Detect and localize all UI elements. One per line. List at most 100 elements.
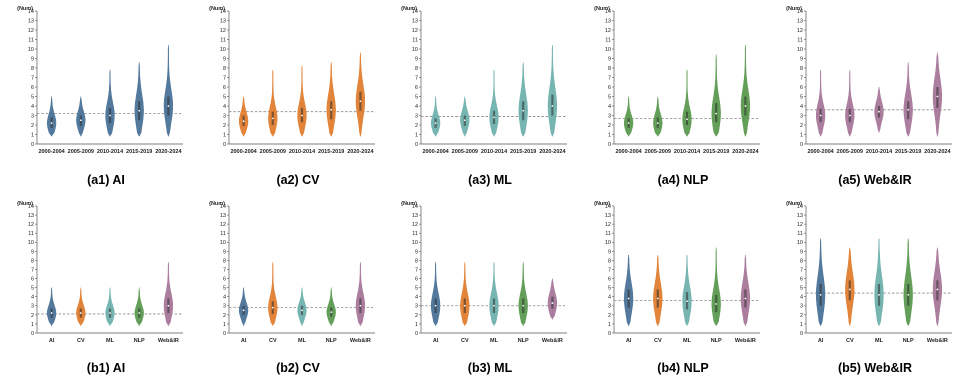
x-tick-label: AI: [626, 338, 632, 344]
y-unit-label: (Num): [401, 6, 417, 12]
y-tick-label: 11: [28, 231, 34, 237]
y-tick-label: 9: [800, 56, 803, 62]
panel-caption: (b5) Web&IR: [838, 361, 912, 375]
y-tick-label: 14: [28, 9, 34, 15]
violin-b5-3: [874, 238, 884, 327]
violin-median-dot: [493, 116, 495, 119]
y-tick-label: 7: [223, 75, 226, 81]
y-tick-label: 1: [608, 322, 611, 328]
violin-median-dot: [493, 304, 495, 307]
y-tick-label: 7: [415, 75, 418, 81]
violin-box: [936, 87, 939, 108]
violin-median-dot: [271, 306, 274, 309]
y-tick-label: 5: [608, 94, 611, 100]
violin-median-dot: [522, 109, 525, 112]
y-tick-label: 2: [31, 313, 34, 319]
y-tick-label: 10: [28, 240, 34, 246]
y-tick-label: 2: [415, 123, 418, 129]
violin-median-dot: [434, 122, 437, 124]
y-tick-label: 8: [800, 258, 803, 264]
x-tick-label: 2000-2004: [615, 149, 642, 155]
y-tick-label: 9: [223, 56, 226, 62]
violin-median-dot: [936, 288, 939, 291]
x-tick-label: 2020-2024: [732, 149, 759, 155]
x-tick-label: 2015-2019: [895, 149, 921, 155]
y-tick-label: 5: [800, 286, 803, 292]
violin-b1-2: [76, 287, 86, 327]
y-tick-label: 1: [31, 322, 34, 328]
y-tick-label: 12: [797, 28, 803, 34]
y-tick-label: 8: [31, 66, 34, 72]
y-tick-label: 14: [220, 9, 226, 15]
violin-b1-1: [46, 287, 57, 327]
y-unit-label: (Num): [786, 6, 802, 12]
y-tick-label: 14: [412, 204, 418, 210]
y-tick-label: 10: [412, 47, 418, 53]
violin-median-dot: [522, 304, 525, 307]
y-tick-label: 7: [415, 267, 418, 273]
x-tick-label: ML: [490, 338, 499, 344]
x-tick-label: Web&IR: [158, 338, 179, 344]
y-tick-label: 3: [415, 304, 418, 310]
y-tick-label: 11: [605, 231, 611, 237]
violin-median-dot: [463, 119, 466, 122]
y-tick-label: 8: [608, 66, 611, 72]
y-tick-label: 0: [223, 331, 226, 337]
x-tick-label: CV: [461, 338, 469, 344]
violin-b2-2: [268, 262, 278, 327]
violin-median-dot: [907, 294, 910, 296]
violin-a2-4: [326, 62, 336, 138]
y-tick-label: 11: [28, 37, 34, 43]
violin-median-dot: [330, 108, 333, 111]
x-tick-label: 2010-2014: [481, 149, 508, 155]
y-tick-label: 12: [28, 222, 34, 228]
y-tick-label: 2: [608, 313, 611, 319]
violin-median-dot: [301, 309, 303, 312]
y-tick-label: 14: [412, 9, 418, 15]
y-tick-label: 5: [31, 286, 34, 292]
x-tick-label: CV: [654, 338, 662, 344]
y-tick-label: 10: [412, 240, 418, 246]
y-tick-label: 7: [223, 267, 226, 273]
y-tick-label: 10: [797, 47, 803, 53]
y-tick-label: 4: [608, 295, 611, 301]
x-tick-label: 2010-2014: [866, 149, 893, 155]
y-tick-label: 6: [415, 276, 418, 282]
y-tick-label: 14: [797, 9, 803, 15]
violin-b1-3: [105, 287, 115, 327]
panel-caption: (b1) AI: [87, 361, 125, 375]
y-unit-label: (Num): [209, 6, 225, 12]
violin-a2-3: [297, 66, 307, 138]
y-tick-label: 7: [31, 267, 34, 273]
y-tick-label: 1: [415, 322, 418, 328]
y-tick-label: 3: [31, 304, 34, 310]
violin-median-dot: [819, 114, 822, 117]
x-tick-label: 2000-2004: [230, 149, 257, 155]
violin-median-dot: [167, 304, 170, 307]
y-tick-label: 5: [415, 286, 418, 292]
violin-median-dot: [463, 304, 466, 307]
x-tick-label: Web&IR: [927, 338, 948, 344]
y-tick-label: 9: [415, 249, 418, 255]
y-tick-label: 8: [608, 258, 611, 264]
violin-median-dot: [138, 312, 141, 314]
x-tick-label: ML: [683, 338, 692, 344]
violin-median-dot: [686, 118, 688, 121]
y-tick-label: 3: [608, 113, 611, 119]
x-tick-label: AI: [433, 338, 439, 344]
panel-caption: (a5) Web&IR: [838, 173, 911, 187]
violin-median-dot: [878, 294, 880, 296]
y-unit-label: (Num): [17, 201, 33, 207]
violin-median-dot: [167, 105, 170, 107]
y-tick-label: 14: [797, 204, 803, 210]
y-tick-label: 14: [28, 204, 34, 210]
violin-median-dot: [434, 304, 437, 307]
violin-b2-5: [355, 262, 366, 327]
y-tick-label: 9: [800, 249, 803, 255]
violin-median-dot: [551, 302, 554, 304]
violin-median-dot: [819, 294, 822, 296]
x-tick-label: AI: [49, 338, 55, 344]
